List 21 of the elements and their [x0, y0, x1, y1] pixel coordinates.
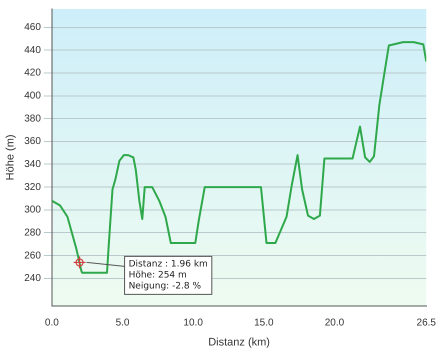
y-tick-label: 460: [24, 22, 42, 34]
x-axis-title: Distanz (km): [208, 336, 270, 348]
y-tick-label: 360: [24, 136, 42, 148]
y-tick-label: 420: [24, 68, 42, 79]
x-tick-label: 20.0: [324, 318, 345, 329]
y-axis-title: Höhe (m): [4, 134, 17, 180]
y-tick-label: 320: [24, 182, 42, 193]
y-tick-label: 260: [24, 250, 42, 262]
y-tick-label: 380: [24, 113, 42, 124]
y-tick-label: 240: [24, 273, 42, 284]
x-tick-label: 26.5: [416, 318, 436, 329]
y-tick-label: 340: [24, 159, 42, 170]
y-tick-label: 440: [24, 44, 42, 56]
annotation: Distanz : 1.96 km Höhe: 254 m Neigung: -2.8 %: [128, 259, 208, 292]
x-tick-label: 0.0: [44, 318, 60, 329]
y-tick-label: 280: [24, 227, 42, 238]
x-tick-label: 15.0: [254, 318, 274, 329]
y-tick-label: 400: [24, 90, 42, 102]
x-tick-label: 10.0: [183, 318, 204, 329]
x-tick-label: 5.0: [116, 318, 130, 329]
y-tick-label: 300: [24, 204, 42, 216]
